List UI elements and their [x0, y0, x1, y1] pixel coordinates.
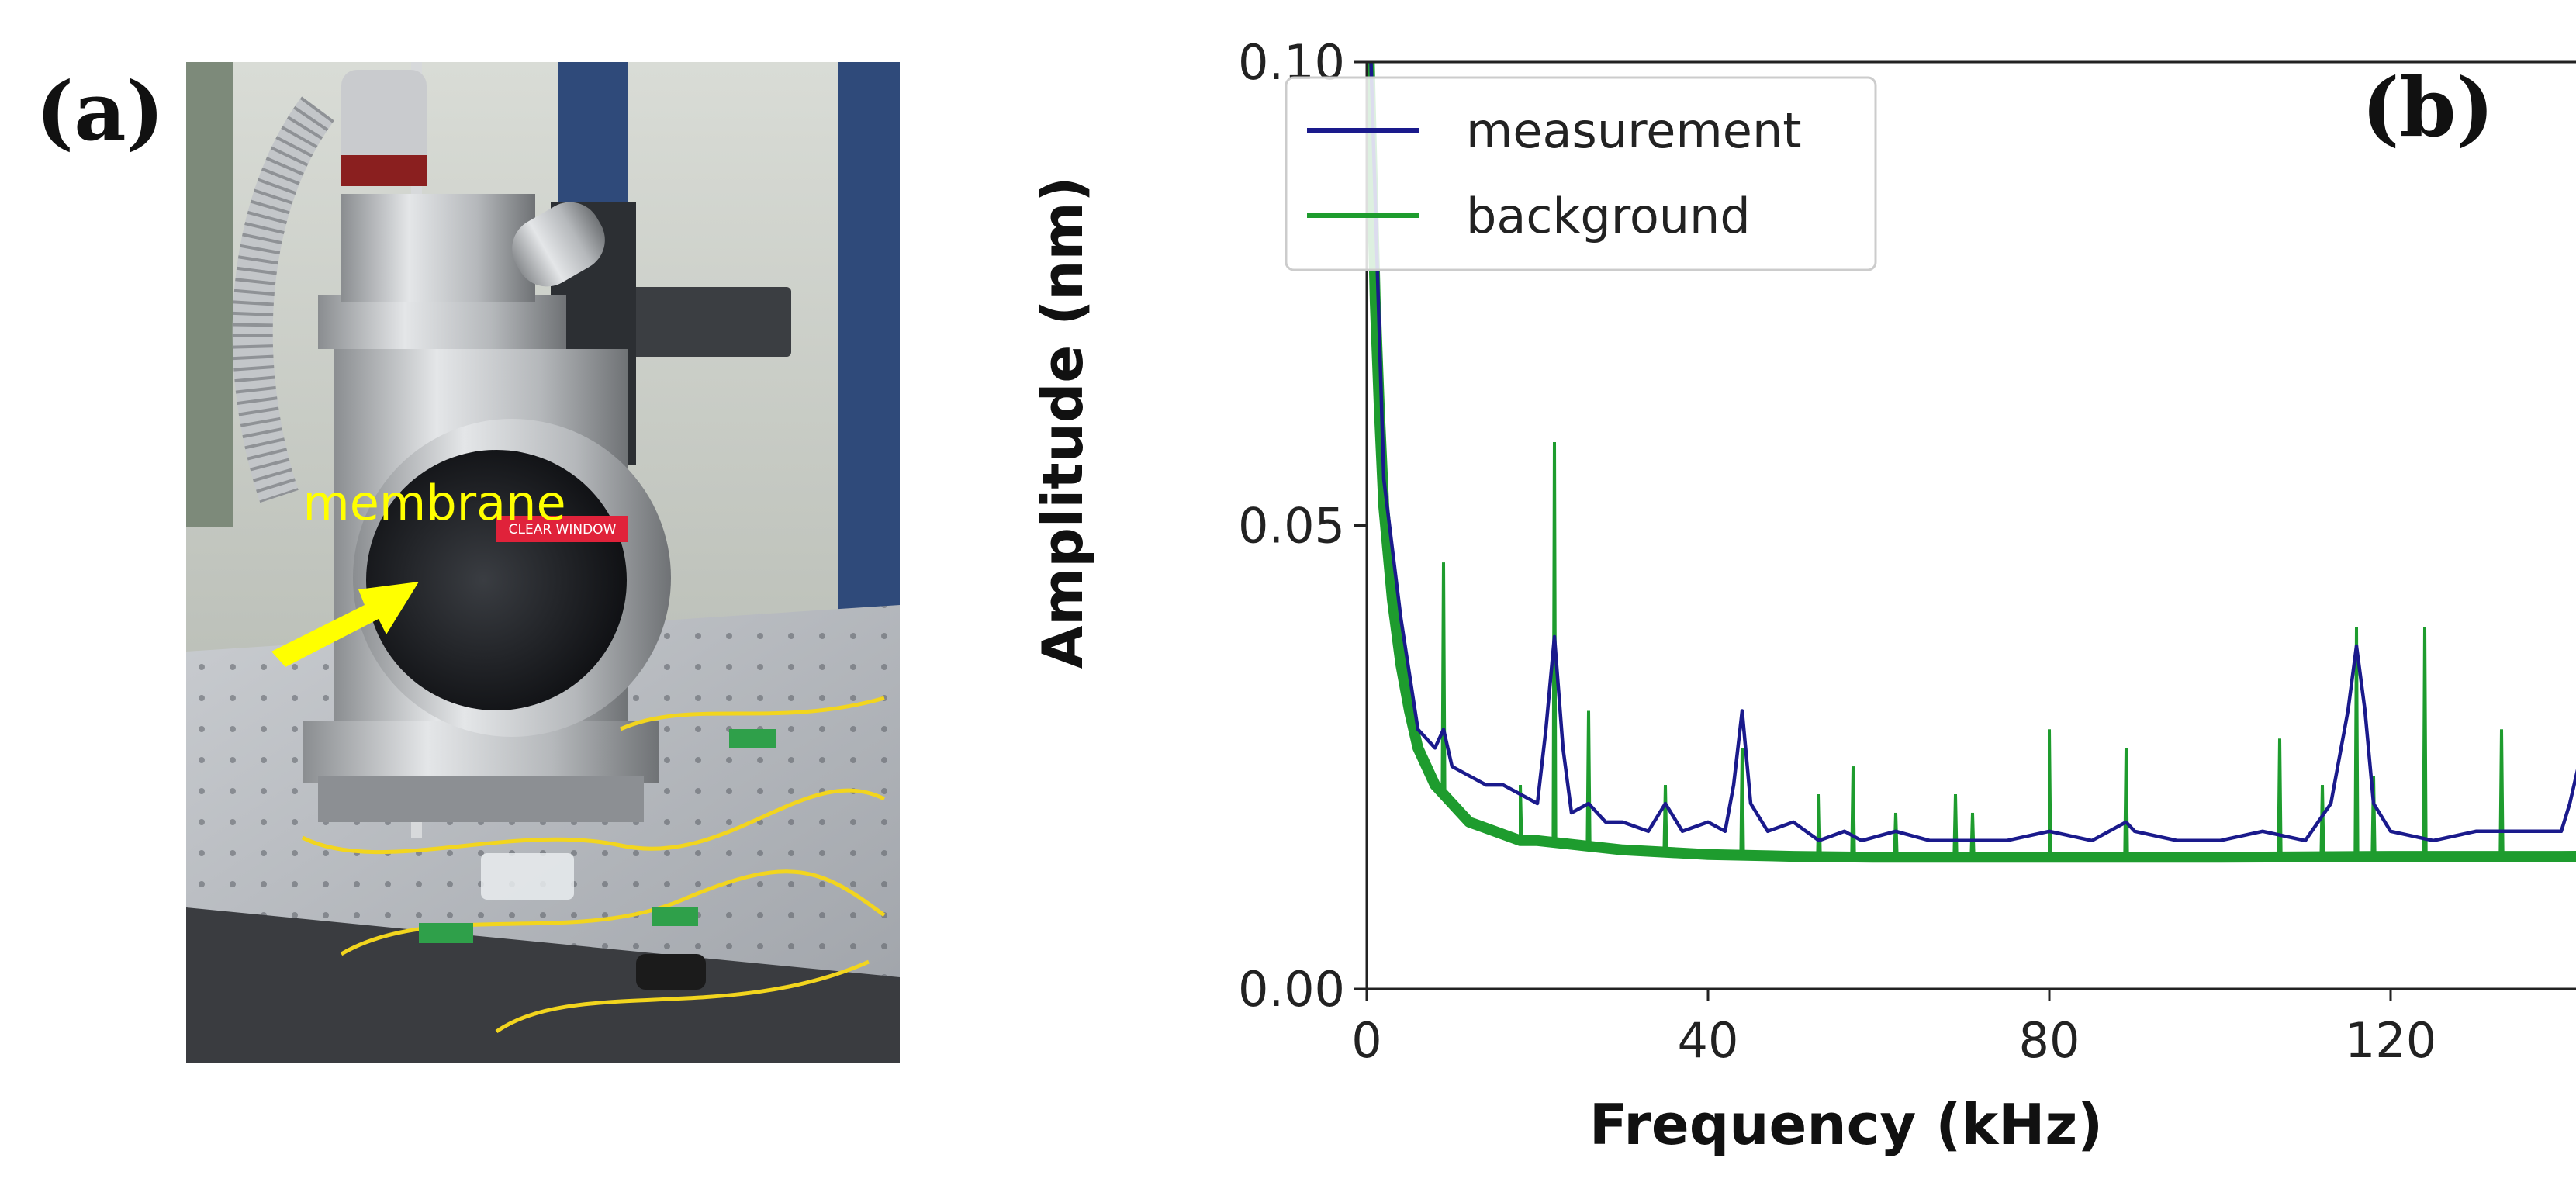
panel-a-label: (a)	[36, 71, 164, 152]
lab-photo: CLEAR WINDOW membrane	[186, 62, 900, 1063]
fiber-connector	[419, 923, 473, 943]
fiber-connector	[652, 907, 698, 926]
window-frame	[186, 62, 233, 527]
legend: measurement background	[1286, 78, 1876, 270]
fiber-connector	[729, 729, 776, 748]
chart-panel: 040801201602000.000.050.10 (b) Frequency…	[1008, 0, 2576, 1185]
chamber-top	[341, 194, 535, 302]
y-tick-label: 0.00	[1238, 961, 1345, 1018]
x-tick-label: 80	[2019, 1012, 2080, 1069]
x-tick-label: 120	[2345, 1012, 2436, 1069]
y-tick-label: 0.05	[1238, 498, 1345, 555]
chamber-base	[318, 776, 644, 822]
x-tick-label: 0	[1351, 1012, 1381, 1069]
gauge-band	[341, 155, 427, 186]
amplitude-spectrum-chart: 040801201602000.000.050.10 (b) Frequency…	[1008, 0, 2576, 1185]
legend-label-background: background	[1466, 188, 1751, 244]
knob	[636, 954, 706, 990]
membrane-annotation: membrane	[303, 475, 565, 531]
controller-box	[621, 287, 791, 357]
fiber-clamp	[481, 853, 574, 900]
y-axis-label: Amplitude (nm)	[1030, 177, 1095, 669]
panel-b-label: (b)	[2361, 60, 2494, 155]
x-tick-label: 40	[1678, 1012, 1739, 1069]
rack-post-right	[838, 62, 900, 667]
photo-panel: CLEAR WINDOW membrane	[186, 62, 900, 1063]
x-axis-label: Frequency (kHz)	[1589, 1092, 2103, 1157]
upper-flange	[318, 295, 566, 349]
legend-label-measurement: measurement	[1466, 102, 1802, 159]
